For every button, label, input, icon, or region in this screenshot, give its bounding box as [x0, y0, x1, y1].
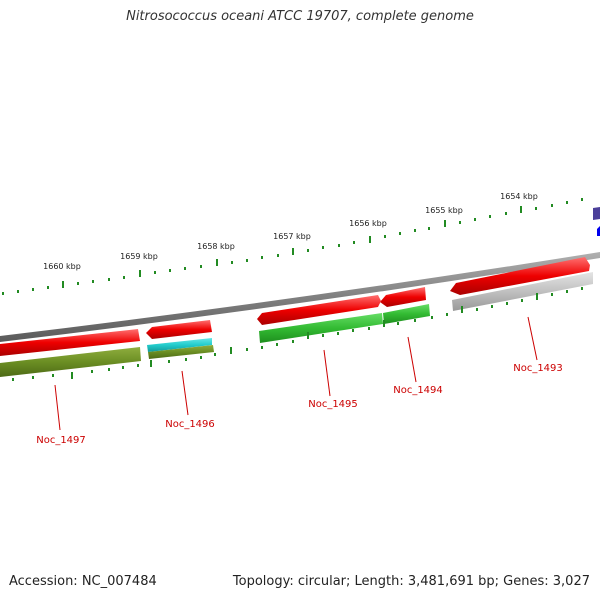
map-title: Nitrosococcus oceani ATCC 19707, complet… [126, 9, 474, 24]
cog-bar-noc-1496-olive [148, 345, 214, 359]
inner-tick-ring [12, 287, 583, 381]
tick-label: 1656 kbp [349, 219, 387, 228]
genome-summary-text: Topology: circular; Length: 3,481,691 bp… [232, 574, 590, 589]
cog-bar-noc-1493 [452, 272, 593, 311]
tick-label: 1654 kbp [500, 192, 538, 201]
cog-bar-noc-1496-cyan [147, 338, 212, 352]
gene-label-noc-1494: Noc_1494 [393, 385, 443, 396]
cds-noc-1494 [380, 287, 426, 307]
tick-label: 1658 kbp [197, 242, 235, 251]
label-leaders [54, 316, 538, 431]
cog-bar-noc-1497 [0, 347, 141, 377]
gene-label-noc-1496: Noc_1496 [165, 419, 215, 430]
accession-text: Accession: NC_007484 [9, 574, 157, 589]
genome-backbone [0, 252, 600, 342]
gene-label-noc-1493: Noc_1493 [513, 363, 563, 374]
edge-feature-blue [597, 226, 600, 236]
cds-noc-1495 [257, 295, 381, 325]
cds-noc-1496 [146, 320, 212, 339]
outer-tick-ring: 1660 kbp 1659 kbp 1658 kbp 1657 kbp 1656… [2, 192, 583, 295]
tick-label: 1657 kbp [273, 232, 311, 241]
edge-feature-purple [593, 207, 600, 220]
tick-label: 1660 kbp [43, 262, 81, 271]
gene-label-noc-1497: Noc_1497 [36, 435, 86, 446]
cog-bar-noc-1494 [383, 304, 430, 324]
gene-label-noc-1495: Noc_1495 [308, 399, 358, 410]
cog-bar-noc-1495 [259, 313, 383, 343]
tick-label: 1655 kbp [425, 206, 463, 215]
cds-noc-1497 [0, 329, 140, 356]
cds-noc-1493 [450, 257, 590, 295]
cog-features [0, 272, 593, 377]
tick-label: 1659 kbp [120, 252, 158, 261]
cds-features [0, 257, 590, 356]
